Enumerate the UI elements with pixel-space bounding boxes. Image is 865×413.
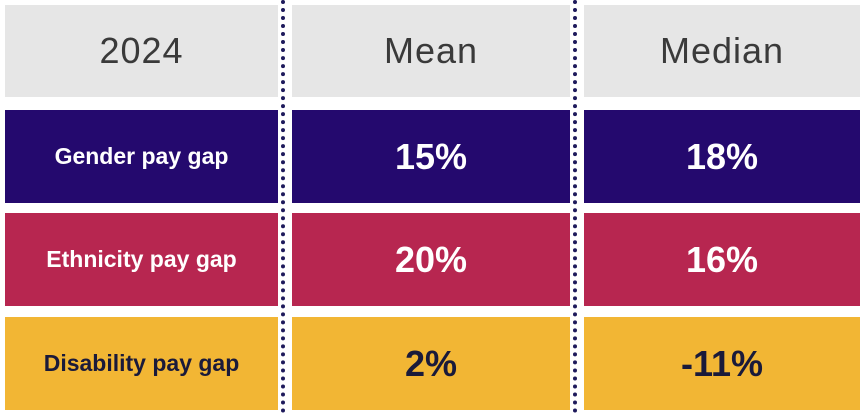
value-disability-mean: 2% <box>292 317 570 410</box>
value-ethnicity-mean: 20% <box>292 213 570 306</box>
header-year: 2024 <box>5 5 278 97</box>
value-gender-mean: 15% <box>292 110 570 203</box>
column-divider-right <box>573 0 577 413</box>
value-ethnicity-median: 16% <box>584 213 860 306</box>
value-gender-median: 18% <box>584 110 860 203</box>
header-median: Median <box>584 5 860 97</box>
row-label-gender: Gender pay gap <box>5 110 278 203</box>
row-label-disability: Disability pay gap <box>5 317 278 410</box>
row-label-ethnicity: Ethnicity pay gap <box>5 213 278 306</box>
value-disability-median: -11% <box>584 317 860 410</box>
header-mean: Mean <box>292 5 570 97</box>
column-divider-left <box>281 0 285 413</box>
